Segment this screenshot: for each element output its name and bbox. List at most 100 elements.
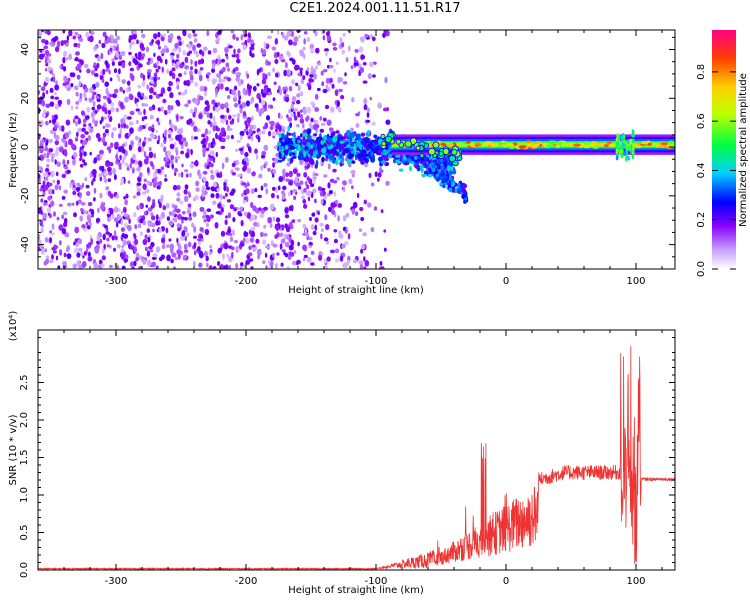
spectrogram-noise-cell [147,57,151,62]
spectrogram-noise-cell [260,107,265,114]
spectrogram-noise-cell [82,123,87,128]
spectrogram-noise-cell [59,249,63,256]
spectrogram-noise-cell [204,90,207,97]
spectrogram-noise-cell [302,257,306,262]
spectrogram-noise-cell [343,261,349,269]
spectrogram-cluster-cell [285,134,289,139]
spectrogram-cluster-cell [302,136,306,141]
spectrogram-cluster-cell [381,150,385,156]
spectrogram-noise-cell [215,58,218,64]
spectrogram-noise-cell [262,48,267,55]
spectrogram-noise-cell [134,159,138,166]
spectrogram-noise-cell [288,245,293,251]
spectrogram-noise-cell [302,232,307,236]
spectrogram-noise-cell [365,119,371,123]
spectrogram-noise-cell [133,234,137,240]
spectrogram-noise-cell [261,91,267,98]
spectrogram-noise-cell [171,59,175,64]
spectrogram-noise-cell [363,97,368,105]
spectrogram-noise-cell [384,76,388,84]
spectrogram-noise-cell [165,227,169,234]
spectrogram-noise-cell [260,154,266,159]
spectrogram-noise-cell [152,228,155,233]
spectrogram-noise-cell [154,177,158,182]
spectrogram-noise-cell [178,91,182,96]
spectrogram-cluster-cell [317,145,322,151]
spectrogram-noise-cell [177,156,181,160]
spectrogram-noise-cell [336,100,340,108]
spectrogram-noise-cell [45,90,49,95]
spectrogram-noise-cell [118,54,122,61]
spectrogram-noise-cell [96,234,100,241]
spectrogram-noise-cell [279,114,283,120]
spectrogram-noise-cell [109,208,114,215]
top-x-tick-label: 0 [503,276,509,287]
spectrogram-noise-cell [124,222,128,229]
spectrogram-noise-cell [235,167,240,171]
spectrogram-noise-cell [133,246,137,253]
spectrogram-noise-cell [174,167,178,173]
top-x-tick-label: -300 [105,276,128,287]
spectrogram-noise-cell [132,168,135,174]
spectrogram-noise-cell [308,237,313,241]
spectrogram-noise-cell [290,112,295,118]
spectrogram-noise-cell [214,222,219,229]
spectrogram-noise-cell [87,256,93,262]
spectrogram-noise-cell [359,67,365,73]
spectrogram-noise-cell [216,73,222,78]
spectrogram-noise-cell [74,115,79,120]
spectrogram-noise-cell [204,100,209,106]
spectrogram-noise-cell [179,200,184,205]
spectrogram-noise-cell [96,97,101,103]
spectrogram-noise-cell [368,34,374,39]
spectrogram-noise-cell [76,182,81,187]
spectrogram-noise-cell [292,41,298,46]
spectrogram-noise-cell [148,94,153,100]
spectrogram-noise-cell [205,186,211,191]
spectrogram-cluster-cell [353,144,357,151]
spectrogram-noise-cell [261,151,267,156]
spectrogram-noise-cell [149,249,154,253]
spectrogram-noise-cell [118,166,122,170]
spectrogram-noise-cell [87,217,92,224]
spectrogram-noise-cell [276,252,280,256]
spectrogram-noise-cell [180,216,185,220]
spectrogram-noise-cell [88,123,92,127]
spectrogram-noise-cell [236,72,242,77]
spectrogram-noise-cell [73,241,76,246]
spectrogram-noise-cell [228,114,232,120]
spectrogram-noise-cell [182,210,186,215]
spectrogram-noise-cell [263,206,268,211]
spectrogram-noise-cell [53,114,59,120]
spectrogram-noise-cell [237,173,242,178]
spectrogram-noise-cell [273,145,279,150]
spectrogram-noise-cell [178,140,184,145]
spectrogram-noise-cell [284,207,289,214]
spectrogram-noise-cell [170,154,175,161]
spectrogram-noise-cell [309,217,312,221]
spectrogram-noise-cell [199,67,204,71]
spectrogram-noise-cell [242,198,246,204]
spectrogram-noise-cell [151,39,155,44]
spectrogram-noise-cell [129,261,135,268]
spectrogram-noise-cell [156,185,161,190]
spectrogram-noise-cell [47,53,52,57]
spectrogram-noise-cell [308,242,313,246]
spectrogram-noise-cell [225,119,229,125]
spectrogram-noise-cell [38,178,41,184]
spectrogram-cluster-cell [277,159,283,163]
spectrogram-noise-cell [299,91,304,97]
spectrogram-noise-cell [151,261,156,268]
spectrogram-noise-cell [130,41,136,45]
spectrogram-noise-cell [38,31,42,37]
spectrogram-cluster-cell [398,168,404,172]
spectrogram-noise-cell [129,162,133,169]
spectrogram-noise-cell [154,72,158,78]
spectrogram-noise-cell [99,192,103,199]
top-x-tick-label: -200 [235,276,258,287]
spectrogram-noise-cell [38,90,41,95]
spectrogram-noise-cell [268,130,271,137]
spectrogram-noise-cell [235,36,239,41]
spectrogram-noise-cell [303,31,308,35]
spectrogram-noise-cell [220,145,226,150]
